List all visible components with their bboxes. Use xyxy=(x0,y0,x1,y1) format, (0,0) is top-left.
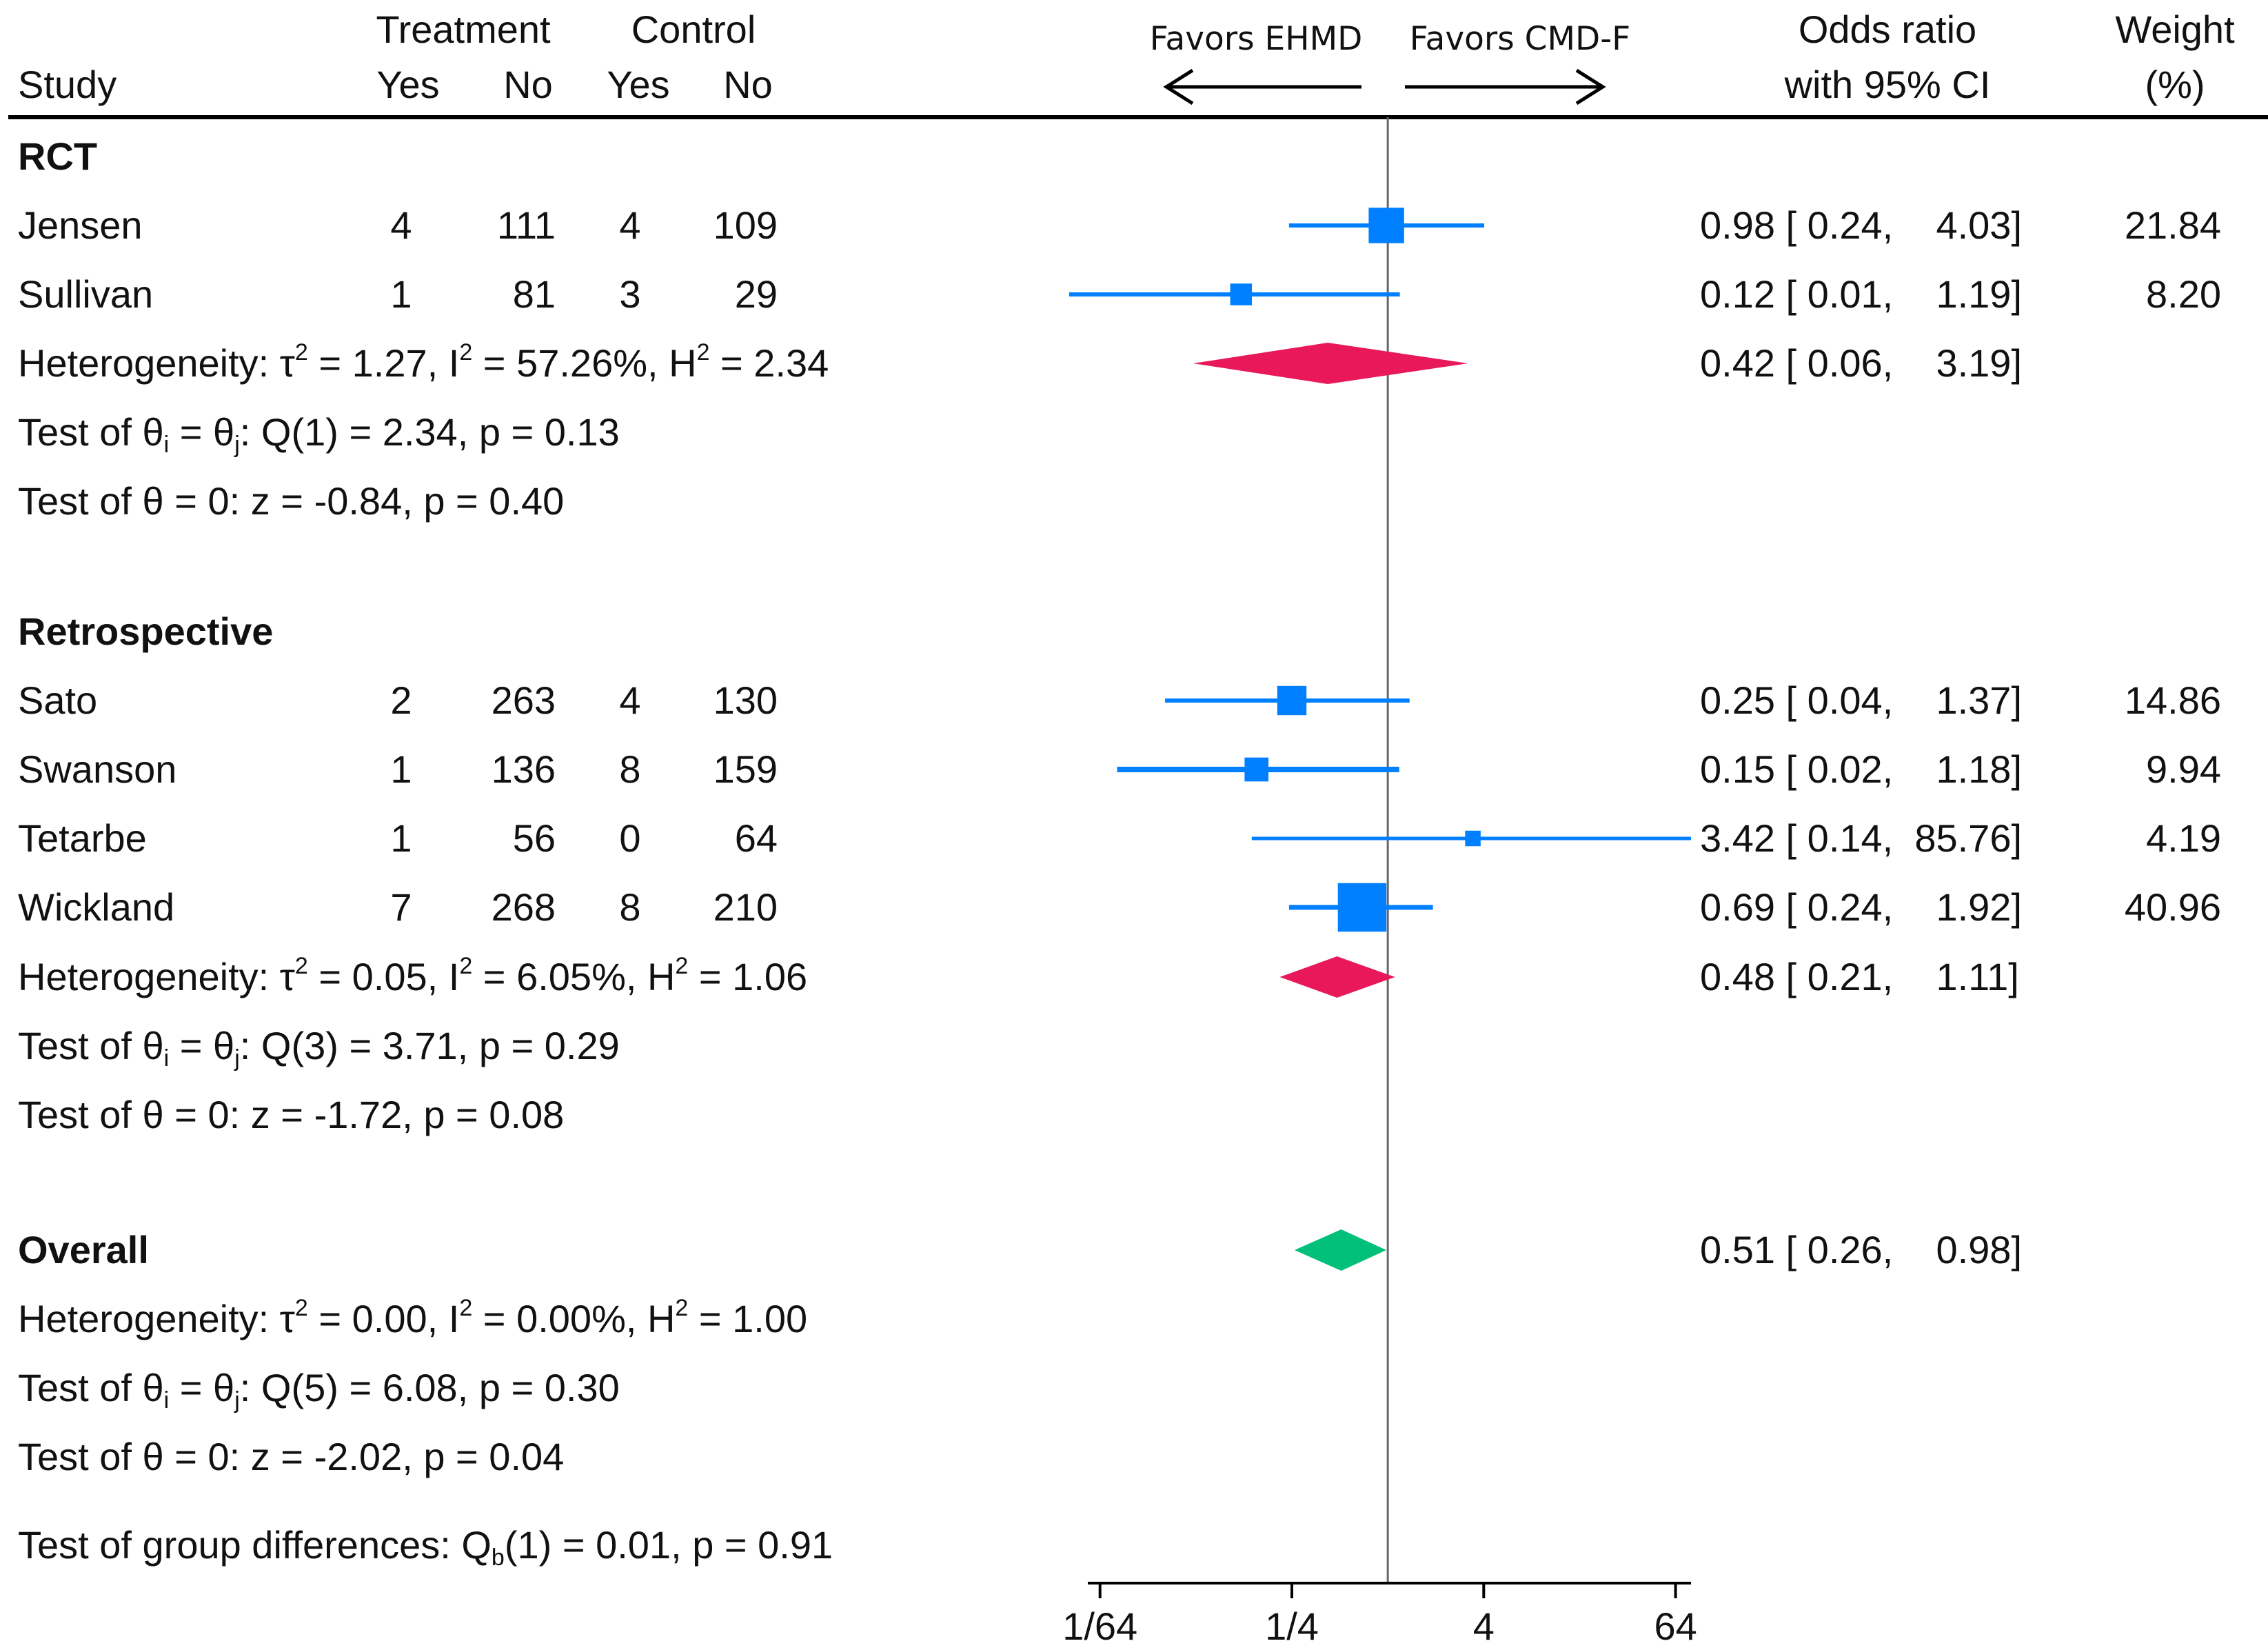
weight-value: 8.20 xyxy=(2146,272,2221,316)
control-yes-value: 4 xyxy=(619,203,640,247)
control-yes-value: 0 xyxy=(619,816,640,860)
control-no-value: 29 xyxy=(735,272,778,316)
pooled-ci-overall: 0.51 [ 0.26, 0.98] xyxy=(1700,1228,2022,1271)
group-label-rct: RCT xyxy=(18,134,97,178)
odds-ratio-ci: 0.12 [ 0.01, 1.19] xyxy=(1700,272,2022,316)
control-yes-value: 8 xyxy=(619,747,640,791)
weight-value: 40.96 xyxy=(2125,885,2221,929)
odds-ratio-ci: 0.15 [ 0.02, 1.18] xyxy=(1700,747,2022,791)
x-tick-label: 64 xyxy=(1654,1604,1697,1648)
header-or-line2: with 95% CI xyxy=(1784,63,1991,106)
overall-label: Overall xyxy=(18,1228,149,1271)
treatment-yes-value: 1 xyxy=(390,272,412,316)
x-axis: 1/64 1/4 4 64 xyxy=(1062,1582,1697,1648)
favor-right-label: Favors CMD-F xyxy=(1410,20,1630,58)
header-treatment: Treatment xyxy=(376,8,551,51)
odds-ratio-ci: 3.42 [ 0.14, 85.76] xyxy=(1700,816,2022,860)
x-tick-label: 4 xyxy=(1473,1604,1495,1648)
header-control-yes: Yes xyxy=(607,63,669,106)
x-tick-label: 1/4 xyxy=(1265,1604,1319,1648)
header-treatment-yes: Yes xyxy=(376,63,439,106)
control-no-value: 130 xyxy=(713,678,778,722)
odds-ratio-ci: 0.25 [ 0.04, 1.37] xyxy=(1700,678,2022,722)
q-test-retrospective: Test of θi = θj: Q(3) = 3.71, p = 0.29 xyxy=(18,1024,620,1072)
treatment-yes-value: 1 xyxy=(390,747,412,791)
header-weight-line2: (%) xyxy=(2145,63,2205,106)
estimate-marker xyxy=(1230,283,1253,305)
study-row-wickland: Wickland 7 268 8 210 0.69 [ 0.24, 1.92] … xyxy=(18,883,2221,932)
header-or-line1: Odds ratio xyxy=(1799,8,1976,51)
control-no-value: 159 xyxy=(713,747,778,791)
weight-value: 9.94 xyxy=(2146,747,2221,791)
favor-right-arrow xyxy=(1405,68,1606,105)
q-test-rct: Test of θi = θj: Q(1) = 2.34, p = 0.13 xyxy=(18,410,620,458)
heterogeneity-rct: Heterogeneity: τ2 = 1.27, I2 = 57.26%, H… xyxy=(18,339,829,385)
heterogeneity-retrospective: Heterogeneity: τ2 = 0.05, I2 = 6.05%, H2… xyxy=(18,953,807,998)
group-label-retrospective: Retrospective xyxy=(18,610,273,653)
group-retrospective: Retrospective Sato 2 263 4 130 0.25 [ 0.… xyxy=(18,610,2221,1136)
z-test-overall: Test of θ = 0: z = -2.02, p = 0.04 xyxy=(18,1435,564,1478)
weight-value: 4.19 xyxy=(2146,816,2221,860)
group-differences-test: Test of group differences: Qb(1) = 0.01,… xyxy=(18,1523,833,1571)
q-test-overall: Test of θi = θj: Q(5) = 6.08, p = 0.30 xyxy=(18,1366,620,1413)
study-row-swanson: Swanson 1 136 8 159 0.15 [ 0.02, 1.18] 9… xyxy=(18,747,2221,791)
group-overall: Overall 0.51 [ 0.26, 0.98] Heterogeneity… xyxy=(18,1228,2022,1571)
estimate-marker xyxy=(1337,883,1387,932)
favor-left-arrow xyxy=(1163,68,1361,105)
treatment-yes-value: 1 xyxy=(390,816,412,860)
odds-ratio-ci: 0.69 [ 0.24, 1.92] xyxy=(1700,885,2022,929)
study-row-jensen: Jensen 4 111 4 109 0.98 [ 0.24, 4.03] 21… xyxy=(18,203,2221,247)
pooled-diamond-retrospective xyxy=(1279,956,1395,998)
favor-left-label: Favors EHMD xyxy=(1150,20,1363,58)
treatment-yes-value: 2 xyxy=(390,678,412,722)
control-yes-value: 4 xyxy=(619,678,640,722)
study-name: Jensen xyxy=(18,203,143,247)
pooled-ci-rct: 0.42 [ 0.06, 3.19] xyxy=(1700,341,2022,385)
treatment-no-value: 111 xyxy=(497,203,556,247)
pooled-diamond-rct xyxy=(1193,343,1468,384)
header-control-no: No xyxy=(723,63,773,106)
treatment-yes-value: 7 xyxy=(390,885,412,929)
header: Treatment Control Study Yes No Yes No Fa… xyxy=(8,8,2268,119)
z-test-retrospective: Test of θ = 0: z = -1.72, p = 0.08 xyxy=(18,1093,564,1136)
treatment-no-value: 136 xyxy=(492,747,556,791)
treatment-no-value: 268 xyxy=(492,885,556,929)
control-yes-value: 3 xyxy=(619,272,640,316)
heterogeneity-overall: Heterogeneity: τ2 = 0.00, I2 = 0.00%, H2… xyxy=(18,1295,807,1340)
control-no-value: 64 xyxy=(735,816,778,860)
weight-value: 14.86 xyxy=(2125,678,2221,722)
study-name: Tetarbe xyxy=(18,816,147,860)
treatment-yes-value: 4 xyxy=(390,203,412,247)
treatment-no-value: 81 xyxy=(513,272,556,316)
estimate-marker xyxy=(1465,830,1481,847)
odds-ratio-ci: 0.98 [ 0.24, 4.03] xyxy=(1700,203,2022,247)
weight-value: 21.84 xyxy=(2125,203,2221,247)
estimate-marker xyxy=(1277,685,1307,716)
estimate-marker xyxy=(1244,757,1269,782)
study-name: Wickland xyxy=(18,885,174,929)
header-treatment-no: No xyxy=(503,63,553,106)
control-no-value: 210 xyxy=(713,885,778,929)
study-name: Sato xyxy=(18,678,97,722)
estimate-marker xyxy=(1368,208,1404,243)
study-row-tetarbe: Tetarbe 1 56 0 64 3.42 [ 0.14, 85.76] 4.… xyxy=(18,816,2221,860)
header-control: Control xyxy=(631,8,756,51)
header-study: Study xyxy=(18,63,117,106)
treatment-no-value: 263 xyxy=(492,678,556,722)
z-test-rct: Test of θ = 0: z = -0.84, p = 0.40 xyxy=(18,479,564,523)
study-row-sullivan: Sullivan 1 81 3 29 0.12 [ 0.01, 1.19] 8.… xyxy=(18,272,2221,316)
pooled-ci-retrospective: 0.48 [ 0.21, 1.11] xyxy=(1700,955,2019,998)
control-no-value: 109 xyxy=(713,203,778,247)
header-weight-line1: Weight xyxy=(2115,8,2235,51)
treatment-no-value: 56 xyxy=(513,816,556,860)
study-row-sato: Sato 2 263 4 130 0.25 [ 0.04, 1.37] 14.8… xyxy=(18,678,2221,722)
pooled-diamond-overall xyxy=(1294,1229,1387,1271)
x-tick-label: 1/64 xyxy=(1062,1604,1137,1648)
study-name: Sullivan xyxy=(18,272,153,316)
group-rct: RCT Jensen 4 111 4 109 0.98 [ 0.24, 4.03… xyxy=(18,134,2221,523)
control-yes-value: 8 xyxy=(619,885,640,929)
study-name: Swanson xyxy=(18,747,176,791)
